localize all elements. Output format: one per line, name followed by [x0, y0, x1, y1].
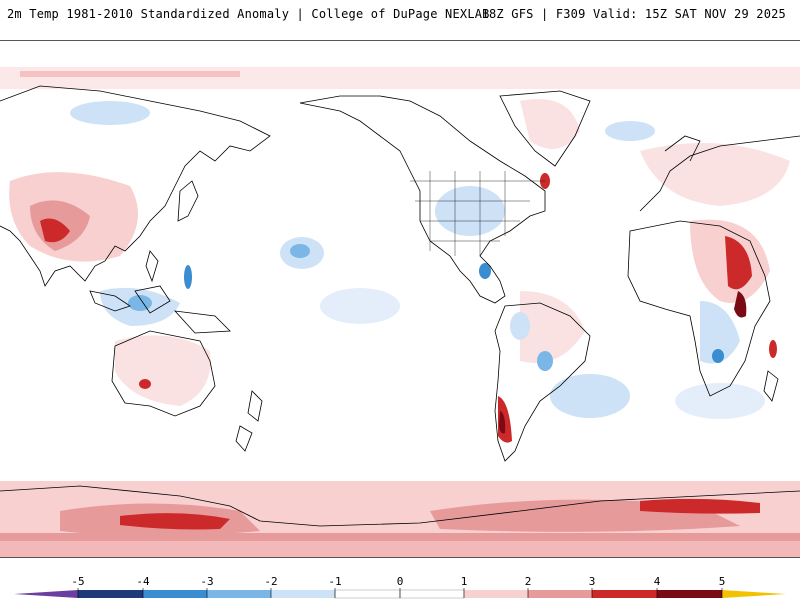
colorbar-segment-minus4 — [143, 590, 207, 598]
colorbar-label-2: 2 — [524, 575, 532, 588]
colorbar-segment-1 — [464, 590, 528, 598]
colorbar-segment-0 — [399, 589, 465, 599]
map-canvas — [0, 67, 800, 557]
colorbar-label-minus5: -5 — [71, 575, 85, 588]
colorbar-label-minus2: -2 — [264, 575, 278, 588]
colorbar-ramp — [14, 588, 786, 599]
colorbar-label-minus4: -4 — [136, 575, 150, 588]
colorbar: -5 -4 -3 -2 -1 0 1 2 3 4 5 — [0, 570, 800, 600]
colorbar-segment-minus2 — [271, 590, 335, 598]
map-title: 2m Temp 1981-2010 Standardized Anomaly |… — [7, 7, 490, 21]
anomaly-shading — [0, 67, 800, 557]
colorbar-segment-minus3 — [207, 590, 271, 598]
colorbar-label-1: 1 — [460, 575, 468, 588]
colorbar-segment-above-5 — [722, 590, 786, 598]
anomaly-map — [0, 40, 800, 558]
colorbar-label-5: 5 — [718, 575, 726, 588]
colorbar-label-4: 4 — [653, 575, 661, 588]
colorbar-segment-4 — [657, 590, 722, 598]
colorbar-segment-minus5 — [78, 590, 143, 598]
colorbar-segment-3 — [592, 590, 657, 598]
colorbar-segment-2 — [528, 590, 592, 598]
colorbar-label-0: 0 — [396, 575, 404, 588]
colorbar-segment-minus1 — [334, 589, 401, 599]
colorbar-label-minus3: -3 — [200, 575, 214, 588]
colorbar-label-3: 3 — [588, 575, 596, 588]
colorbar-label-minus1: -1 — [328, 575, 342, 588]
colorbar-segment-below-5 — [14, 590, 78, 598]
coastlines — [0, 85, 800, 527]
model-run-info: 18Z GFS | F309 Valid: 15Z SAT NOV 29 202… — [481, 7, 786, 21]
